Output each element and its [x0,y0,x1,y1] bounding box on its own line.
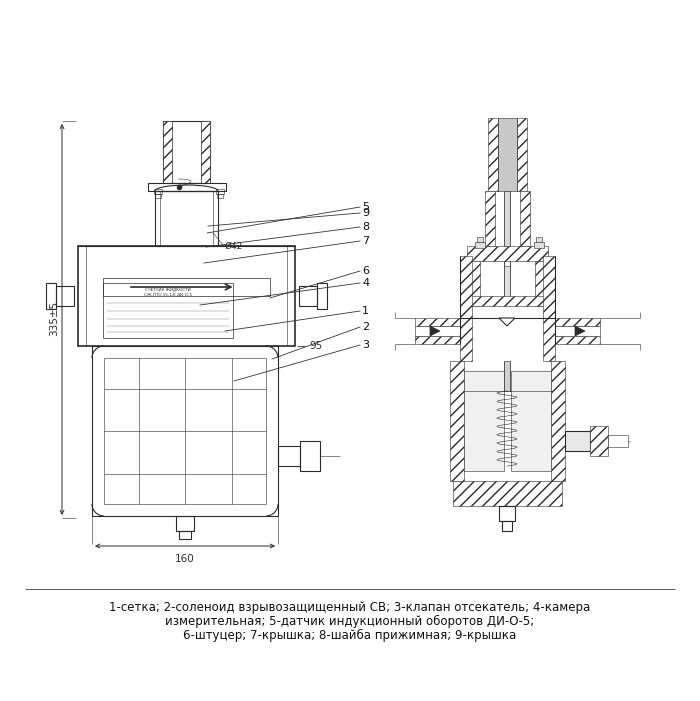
Text: 3: 3 [362,340,369,350]
Bar [511,371,551,471]
Bar [217,194,223,198]
Bar [148,183,226,191]
Bar [543,256,555,361]
Text: Ø42: Ø42 [225,242,244,250]
Bar [155,191,218,246]
Bar [201,121,210,183]
Bar [475,242,485,248]
Text: 95: 95 [309,341,322,351]
Bar [179,531,191,539]
Bar [535,261,550,306]
Bar [78,246,295,346]
Text: 5: 5 [362,202,369,212]
Text: 6: 6 [362,266,369,276]
Text: СЧЕТЧИК ЖИДКОСТИ: СЧЕТЧИК ЖИДКОСТИ [145,287,191,291]
Polygon shape [430,326,440,336]
Bar [103,278,270,296]
Bar [498,118,517,191]
Bar [504,361,510,391]
Bar [299,286,317,306]
Bar [176,516,194,531]
Bar [278,446,300,466]
Bar [555,318,600,326]
Text: 4: 4 [362,278,369,288]
Bar [460,256,472,361]
Text: 6-штуцер; 7-крышка; 8-шайба прижимная; 9-крышка: 6-штуцер; 7-крышка; 8-шайба прижимная; 9… [183,629,517,642]
Bar [154,189,162,194]
Bar [488,118,498,191]
Bar [465,261,480,306]
Text: 1-сетка; 2-соленоид взрывозащищенный СВ; 3-клапан отсекатель; 4-камера: 1-сетка; 2-соленоид взрывозащищенный СВ;… [109,601,591,614]
Bar [300,441,320,471]
Bar [464,371,504,471]
Text: измерительная; 5-датчик индукционный оборотов ДИ-О-5;: измерительная; 5-датчик индукционный обо… [165,615,535,628]
Text: 160: 160 [175,554,195,564]
Bar [56,286,74,306]
Bar [163,121,172,183]
Text: СЖ-ГПО 15-1,6 ДИ-О-5: СЖ-ГПО 15-1,6 ДИ-О-5 [144,292,192,296]
Bar [502,521,512,531]
Bar [155,194,161,198]
Bar [504,266,510,301]
Text: 335±5: 335±5 [49,301,59,336]
Bar [551,361,565,481]
Bar [453,481,562,506]
Bar [467,246,548,261]
Text: 9: 9 [362,208,369,218]
Bar [536,237,542,242]
Bar [92,346,278,516]
Text: 1: 1 [362,306,369,316]
Bar [477,237,483,242]
Bar [103,283,233,338]
Bar [46,283,56,309]
Bar [555,326,600,336]
Bar [415,326,460,336]
Text: 2: 2 [362,322,369,332]
Bar [520,191,530,246]
Bar [499,506,515,521]
Bar [415,318,460,326]
Bar [555,336,600,344]
Bar [590,426,608,456]
Bar [517,118,527,191]
Bar [163,121,210,183]
Bar [565,431,590,451]
Bar [415,336,460,344]
Polygon shape [499,318,515,326]
Text: 8: 8 [362,222,369,232]
Bar [485,191,495,246]
Polygon shape [575,326,585,336]
Bar [104,358,266,504]
Text: 7: 7 [362,236,369,246]
Bar [608,435,628,447]
Bar [534,242,544,248]
Bar [465,296,550,306]
Bar [504,191,510,246]
Bar [317,283,327,309]
Bar [450,361,464,481]
Bar [216,189,224,194]
